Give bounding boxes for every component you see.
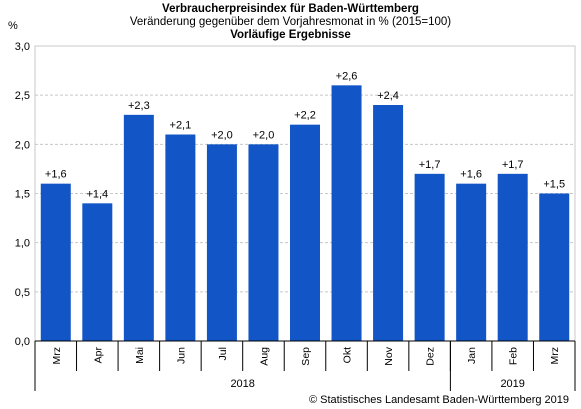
x-tick-label: Mrz [549,347,561,365]
chart-subtitle-bold: Vorläufige Ergebnisse [230,29,351,41]
bar-value-label: +2,2 [294,110,316,122]
bar [456,183,487,341]
bar-value-label: +1,4 [86,188,108,200]
bar [539,193,570,341]
bar-value-label: +1,6 [45,169,67,181]
bar [165,134,196,341]
chart-subtitle: Veränderung gegenüber dem Vorjahresmonat… [129,16,452,28]
bar-value-label: +2,0 [253,129,275,141]
bar [497,173,528,341]
bar-value-label: +2,3 [128,100,150,112]
bar [40,183,71,341]
y-tick-label: 1,5 [15,189,30,201]
x-tick-label: Nov [383,346,395,365]
chart-title: Verbraucherpreisindex für Baden-Württemb… [162,3,419,15]
bar [82,203,113,341]
bar [123,114,154,341]
year-group-label: 2019 [500,378,524,390]
x-tick-label: Feb [508,347,520,365]
bar-value-label: +2,4 [377,90,399,102]
x-tick-label: Apr [92,347,104,364]
bar-value-label: +1,5 [543,179,565,191]
x-tick-label: Mrz [51,347,63,365]
year-group-label: 2018 [230,378,254,390]
bar [206,144,237,341]
bar-value-label: +1,6 [460,169,482,181]
bar-value-label: +1,7 [502,159,524,171]
bar-value-label: +2,6 [336,70,358,82]
x-tick-label: Jul [217,347,229,360]
x-tick-label: Aug [258,347,270,366]
bar-value-label: +2,1 [170,120,192,132]
y-tick-label: 2,0 [15,139,30,151]
x-tick-label: Okt [342,347,354,363]
x-tick-label: Dez [425,347,437,366]
chart-titles: Verbraucherpreisindex für Baden-Württemb… [0,0,581,42]
bar [331,85,362,341]
y-tick-label: 0,0 [15,336,30,348]
copyright-footer: © Statistisches Landesamt Baden-Württemb… [308,394,569,406]
x-tick-label: Mai [134,347,146,364]
bar-value-label: +2,0 [211,129,233,141]
y-tick-label: 0,5 [15,287,30,299]
bar-value-label: +1,7 [419,159,441,171]
y-tick-label: 2,5 [15,90,30,102]
bar [373,105,404,341]
bar [248,144,279,341]
bar [290,124,320,342]
bar [414,173,445,341]
x-tick-label: Jan [466,347,478,364]
y-tick-label: 3,0 [15,41,30,53]
y-axis-unit-label: % [8,20,18,32]
x-tick-label: Sep [300,347,312,366]
y-tick-label: 1,0 [15,238,30,250]
x-tick-label: Jun [175,347,187,364]
